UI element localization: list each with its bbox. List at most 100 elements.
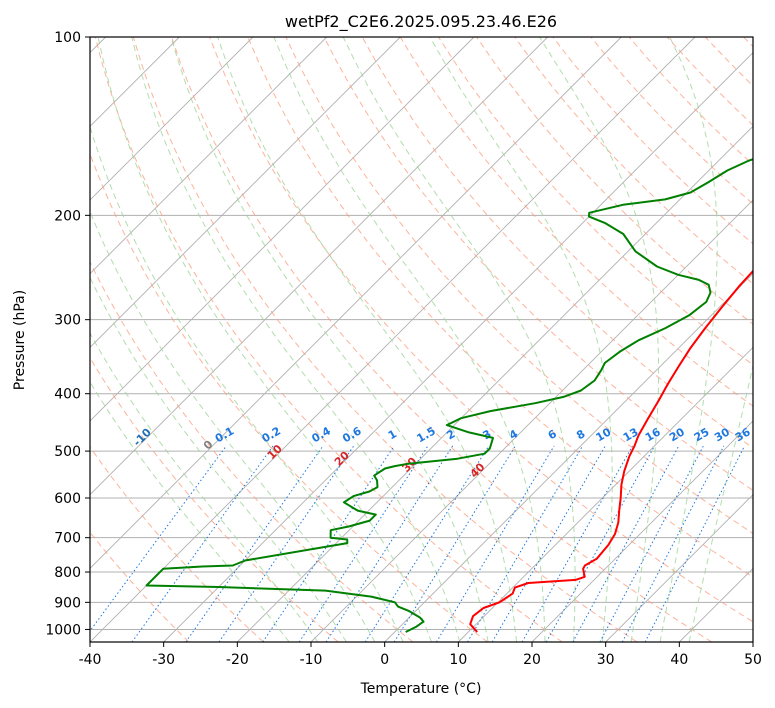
mixing-ratio-label: 0.6: [340, 424, 364, 445]
moist-adiabat-line: [90, 276, 347, 642]
isotherm-line: [310, 199, 753, 642]
dry-adiabat-line: [90, 152, 488, 642]
chart-title: wetPf2_C2E6.2025.095.23.46.E26: [285, 12, 557, 32]
mixing-ratio-line: [298, 445, 429, 642]
y-tick-label: 600: [54, 491, 81, 507]
moist-adiabat-line: [170, 37, 489, 642]
dry-adiabat-line: [514, 37, 753, 285]
x-tick-label: 50: [744, 652, 762, 668]
dry-adiabat-line: [171, 37, 712, 642]
dry-adiabat-line: [552, 37, 753, 245]
isotherm-line: [531, 420, 753, 642]
mixing-ratio-line: [491, 445, 606, 642]
dry-adiabat-line: [94, 37, 563, 642]
temperature-line: [469, 269, 753, 633]
x-tick-label: -40: [79, 652, 102, 668]
isotherm-line: [90, 37, 254, 201]
plot-area: 0.10.20.40.611.52346810131620253036-100-…: [65, 37, 753, 642]
dry-adiabat-line: [90, 446, 264, 642]
dry-adiabat-line: [437, 37, 753, 366]
x-tick-label: -20: [226, 652, 249, 668]
mixing-ratio-line: [572, 445, 680, 642]
moist-adiabat-line: [273, 37, 546, 642]
y-tick-label: 700: [54, 531, 81, 547]
isobar-lines: [90, 37, 753, 630]
mixing-ratio-line: [131, 445, 274, 642]
isotherm-line: [384, 273, 753, 642]
x-axis-ticks: -40 -30 -20 -10 0 10 20 30 40 50: [79, 642, 762, 668]
dewpoint-line: [145, 158, 753, 633]
moist-adiabat-lines: [90, 37, 753, 642]
x-tick-label: 10: [449, 652, 467, 668]
moist-adiabat-line: [90, 210, 376, 642]
mixing-ratio-line: [218, 445, 355, 642]
moist-adiabat-line: [90, 381, 290, 642]
moist-adiabat-line: [429, 37, 613, 642]
mixing-ratio-line: [545, 445, 656, 642]
isotherm-line: [458, 346, 753, 642]
y-tick-label: 200: [54, 208, 81, 224]
mixing-ratio-line: [599, 445, 704, 642]
isotherm-line: [90, 37, 475, 422]
y-tick-label: 1000: [45, 622, 81, 638]
mixing-ratio-line: [621, 445, 725, 642]
mixing-ratio-line: [185, 445, 324, 642]
isotherm-line: [163, 52, 753, 642]
isotherm-line: [605, 494, 753, 642]
isotherm-line: [90, 37, 622, 569]
mixing-ratio-line: [467, 445, 584, 642]
dry-adiabat-line: [209, 37, 753, 623]
x-axis-title: Temperature (°C): [360, 681, 482, 697]
mixing-ratio-line: [90, 445, 227, 632]
x-tick-label: 0: [380, 652, 389, 668]
y-tick-label: 100: [54, 30, 81, 46]
dry-adiabat-line: [666, 37, 753, 126]
dry-adiabat-line: [476, 37, 753, 325]
dry-adiabat-line: [90, 356, 339, 642]
mixing-ratio-line: [262, 445, 395, 642]
x-tick-label: 40: [670, 652, 688, 668]
y-tick-label: 800: [54, 565, 81, 581]
sounding-series: [145, 158, 753, 633]
mixing-ratio-line: [521, 445, 633, 642]
mixing-ratio-lines: [90, 445, 746, 642]
moist-adiabat-line: [539, 37, 660, 642]
y-tick-label: 400: [54, 387, 81, 403]
mixing-ratio-label: 2: [444, 427, 457, 442]
mixing-ratio-label: 8: [574, 427, 587, 442]
y-tick-label: 500: [54, 444, 81, 460]
x-tick-label: 20: [523, 652, 541, 668]
mixing-ratio-label: 16: [643, 425, 663, 444]
y-axis-ticks: 100 200 300 400 500 600 700 800 900 1000: [45, 30, 90, 638]
moist-adiabat-line: [97, 37, 432, 642]
mixing-ratio-label: 25: [692, 425, 712, 444]
moist-adiabat-line: [688, 363, 753, 642]
moist-adiabat-line: [342, 37, 576, 642]
mixing-ratio-line: [435, 445, 555, 642]
dry-adiabat-lines: [90, 37, 753, 642]
dry-adiabat-line: [285, 37, 753, 535]
moist-adiabat-line: [659, 37, 718, 642]
mixing-ratio-label: 1.5: [414, 424, 437, 445]
dry-adiabat-label: -20: [65, 417, 88, 440]
x-tick-label: -30: [152, 652, 175, 668]
isotherm-line: [90, 37, 696, 642]
dry-adiabat-line: [704, 37, 753, 87]
isotherm-line: [90, 37, 327, 275]
moist-adiabat-line: [217, 37, 517, 642]
moist-adiabat-line: [90, 125, 404, 642]
y-tick-label: 900: [54, 595, 81, 611]
y-tick-label: 300: [54, 313, 81, 329]
mixing-ratio-label: 1: [386, 427, 399, 442]
x-tick-label: -10: [300, 652, 323, 668]
isotherm-line: [90, 37, 548, 496]
moist-adiabat-line: [90, 332, 319, 642]
isotherm-line: [752, 641, 753, 642]
mixing-ratio-label: 0.2: [260, 424, 283, 445]
dry-adiabat-line: [590, 37, 753, 205]
dry-adiabat-line: [247, 37, 753, 578]
mixing-ratio-line: [393, 445, 516, 642]
mixing-ratio-label: 30: [712, 425, 732, 444]
mixing-ratio-line: [364, 445, 490, 642]
